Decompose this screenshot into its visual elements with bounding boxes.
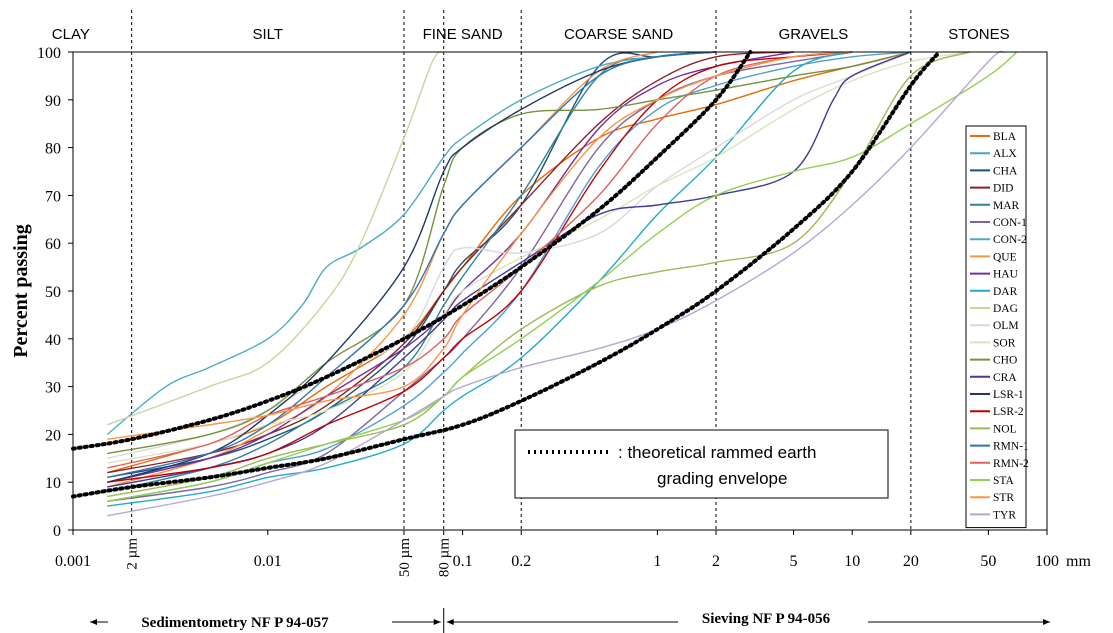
- series-line-que: [107, 51, 658, 488]
- legend-label: RMN-1: [993, 441, 1029, 453]
- legend-label: DAR: [993, 286, 1018, 298]
- series-line-sor: [107, 51, 970, 464]
- series-line-con-2: [106, 51, 717, 435]
- x-tick-label: 0.1: [453, 553, 473, 570]
- series-line-did: [107, 51, 794, 474]
- legend-label: STR: [993, 492, 1014, 504]
- method-label: Sieving NF P 94-056: [702, 611, 831, 627]
- method-label: Sedimentometry NF P 94-057: [141, 615, 329, 631]
- envelope-upper: [71, 50, 753, 451]
- y-tick-label: 70: [45, 188, 61, 205]
- x-tick-label: 5: [790, 553, 798, 570]
- legend-label: QUE: [993, 251, 1017, 263]
- legend: BLA ALX CHA DID MAR CON-1 CON-2 QUE HAU DAR DAG OLM…: [965, 125, 1029, 529]
- zone-boundaries: [131, 10, 912, 530]
- legend-label: SOR: [993, 337, 1016, 349]
- legend-label: CHA: [993, 165, 1018, 177]
- x-tick-label-rotated: 2 µm: [125, 538, 141, 570]
- test-methods: Sedimentometry NF P 94-057 Sieving NF P 9…: [90, 608, 1050, 633]
- legend-label: ALX: [993, 148, 1017, 160]
- zone-label: SILT: [253, 26, 284, 43]
- envelope-note-line: : theoretical rammed earth: [618, 443, 816, 462]
- envelope-note-line: grading envelope: [657, 469, 787, 488]
- x-tick-label: 2: [712, 553, 720, 570]
- y-tick-label: 100: [37, 45, 61, 62]
- legend-label: DID: [993, 183, 1013, 195]
- y-axis-title-group: Percent passing: [10, 224, 32, 358]
- method-arrowhead: [446, 619, 454, 625]
- legend-label: DAG: [993, 303, 1018, 315]
- method-arrowhead: [1043, 619, 1050, 625]
- series-line-rmn-1: [107, 51, 717, 479]
- x-tick-label: 20: [903, 553, 919, 570]
- y-axis: 0 10 20 30 40 50 60 70 80 90 100: [37, 45, 73, 540]
- zone-label: FINE SAND: [423, 26, 503, 43]
- y-tick-label: 30: [45, 380, 61, 397]
- x-tick-label: 0.2: [511, 553, 531, 570]
- series-line-str: [107, 51, 853, 440]
- legend-label: MAR: [993, 200, 1020, 212]
- legend-label: BLA: [993, 131, 1017, 143]
- series-line-sta: [107, 51, 1018, 502]
- series-line-dag: [107, 51, 445, 426]
- y-tick-label: 80: [45, 141, 61, 158]
- zone-label: COARSE SAND: [564, 26, 673, 43]
- y-tick-label: 10: [45, 475, 61, 492]
- legend-label: CON-1: [993, 217, 1027, 229]
- x-tick-label-rotated: 50 µm: [397, 538, 413, 577]
- envelope-note-text: : theoretical rammed earth grading envelo…: [618, 443, 816, 488]
- method-arrowhead: [433, 619, 441, 625]
- envelope-note: : theoretical rammed earth grading envelo…: [514, 429, 889, 499]
- legend-label: STA: [993, 475, 1014, 487]
- envelope-curves: [71, 50, 942, 499]
- x-unit-label: mm: [1066, 553, 1091, 570]
- x-tick-label: 0.001: [55, 553, 91, 570]
- legend-label: OLM: [993, 320, 1019, 332]
- x-tick-label-rotated: 80 µm: [437, 538, 453, 577]
- legend-label: LSR-2: [993, 406, 1024, 418]
- x-tick-label: 10: [844, 553, 860, 570]
- zone-labels: CLAY SILT FINE SAND COARSE SAND GRAVELS STONE…: [52, 26, 1010, 43]
- legend-label: CHO: [993, 355, 1017, 367]
- zone-label: CLAY: [52, 26, 90, 43]
- series-line-hau: [107, 51, 794, 483]
- method-arrowhead: [90, 619, 97, 625]
- series-lines: [106, 50, 1018, 517]
- y-tick-label: 90: [45, 93, 61, 110]
- y-tick-label: 40: [45, 332, 61, 349]
- legend-label: NOL: [993, 423, 1017, 435]
- series-line-mar: [107, 51, 717, 493]
- legend-box: [965, 125, 1027, 529]
- y-tick-label: 20: [45, 427, 61, 444]
- legend-label: LSR-1: [993, 389, 1024, 401]
- series-line-bla: [107, 51, 911, 474]
- series-line-lsr-1: [107, 51, 717, 483]
- y-axis-title: Percent passing: [10, 224, 32, 358]
- y-tick-label: 50: [45, 284, 61, 301]
- y-tick-label: 0: [53, 523, 61, 540]
- x-tick-label: 50: [980, 553, 996, 570]
- legend-label: HAU: [993, 269, 1019, 281]
- x-tick-label: 1: [653, 553, 661, 570]
- series-line-tyr: [107, 50, 1005, 517]
- legend-label: RMN-2: [993, 458, 1029, 470]
- x-axis: 0.001 0.01 0.1 0.2 1 2 5 10 20 50 100 mm 2 µm 50 µm 80…: [55, 530, 1091, 577]
- y-tick-label: 60: [45, 236, 61, 253]
- legend-label: CON-2: [993, 234, 1027, 246]
- zone-label: GRAVELS: [779, 26, 849, 43]
- x-tick-label: 0.01: [254, 553, 282, 570]
- zone-label: STONES: [948, 26, 1009, 43]
- series-line-lsr-2: [107, 51, 853, 483]
- series-line-rmn-2: [107, 51, 853, 469]
- envelope-note-box: [514, 429, 889, 499]
- legend-label: TYR: [993, 509, 1016, 521]
- legend-label: CRA: [993, 372, 1017, 384]
- envelope-lower: [71, 50, 942, 499]
- x-tick-label: 100: [1035, 553, 1059, 570]
